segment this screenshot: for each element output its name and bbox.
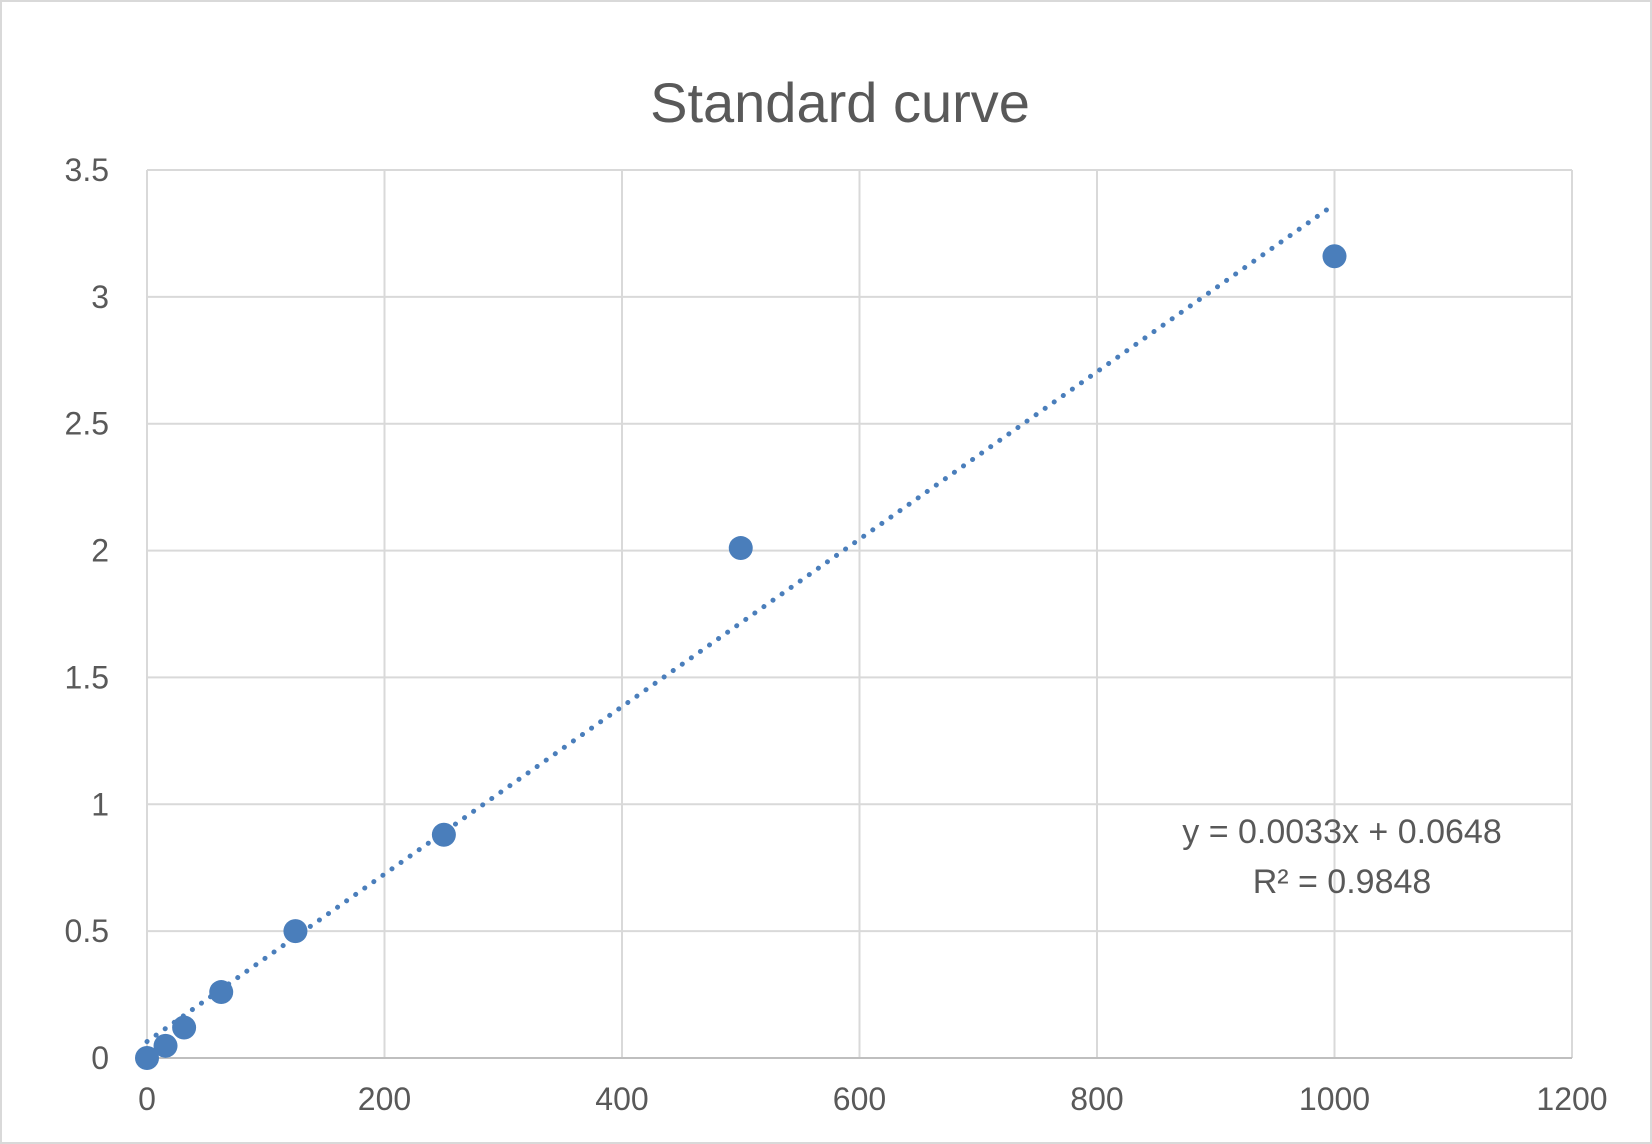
data-point	[283, 919, 308, 944]
y-tick-label: 1	[91, 786, 109, 822]
trendline-r2: R² = 0.9848	[1253, 863, 1432, 901]
data-point	[1322, 244, 1347, 269]
y-tick-label: 3.5	[65, 152, 109, 188]
trendline	[144, 201, 1337, 1045]
trendline-path	[144, 201, 1337, 1045]
data-point	[209, 980, 234, 1005]
y-tick-label: 3	[91, 279, 109, 315]
y-tick-label: 0.5	[65, 913, 109, 949]
x-tick-label: 1200	[1536, 1081, 1607, 1117]
data-point	[431, 822, 456, 847]
chart-title: Standard curve	[650, 71, 1030, 134]
x-tick-label: 0	[138, 1081, 156, 1117]
data-point	[728, 536, 753, 561]
x-tick-label: 600	[833, 1081, 886, 1117]
y-tick-label: 1.5	[65, 659, 109, 695]
data-point	[153, 1033, 178, 1058]
x-tick-label: 400	[595, 1081, 648, 1117]
x-tick-label: 800	[1070, 1081, 1123, 1117]
y-tick-label: 2.5	[65, 406, 109, 442]
y-tick-label: 2	[91, 533, 109, 569]
data-point	[172, 1015, 197, 1040]
y-tick-label: 0	[91, 1040, 109, 1076]
data-point	[135, 1046, 159, 1070]
x-tick-label: 1000	[1299, 1081, 1370, 1117]
data-points	[135, 244, 1347, 1070]
x-tick-label: 200	[358, 1081, 411, 1117]
trendline-equation: y = 0.0033x + 0.0648	[1182, 813, 1501, 851]
gridlines	[146, 169, 1573, 1059]
axis-ticks: 0 200 400 600 800 1000 1200 0 0.5 1 1.5 2 2.5 3 3.5	[65, 152, 1608, 1117]
